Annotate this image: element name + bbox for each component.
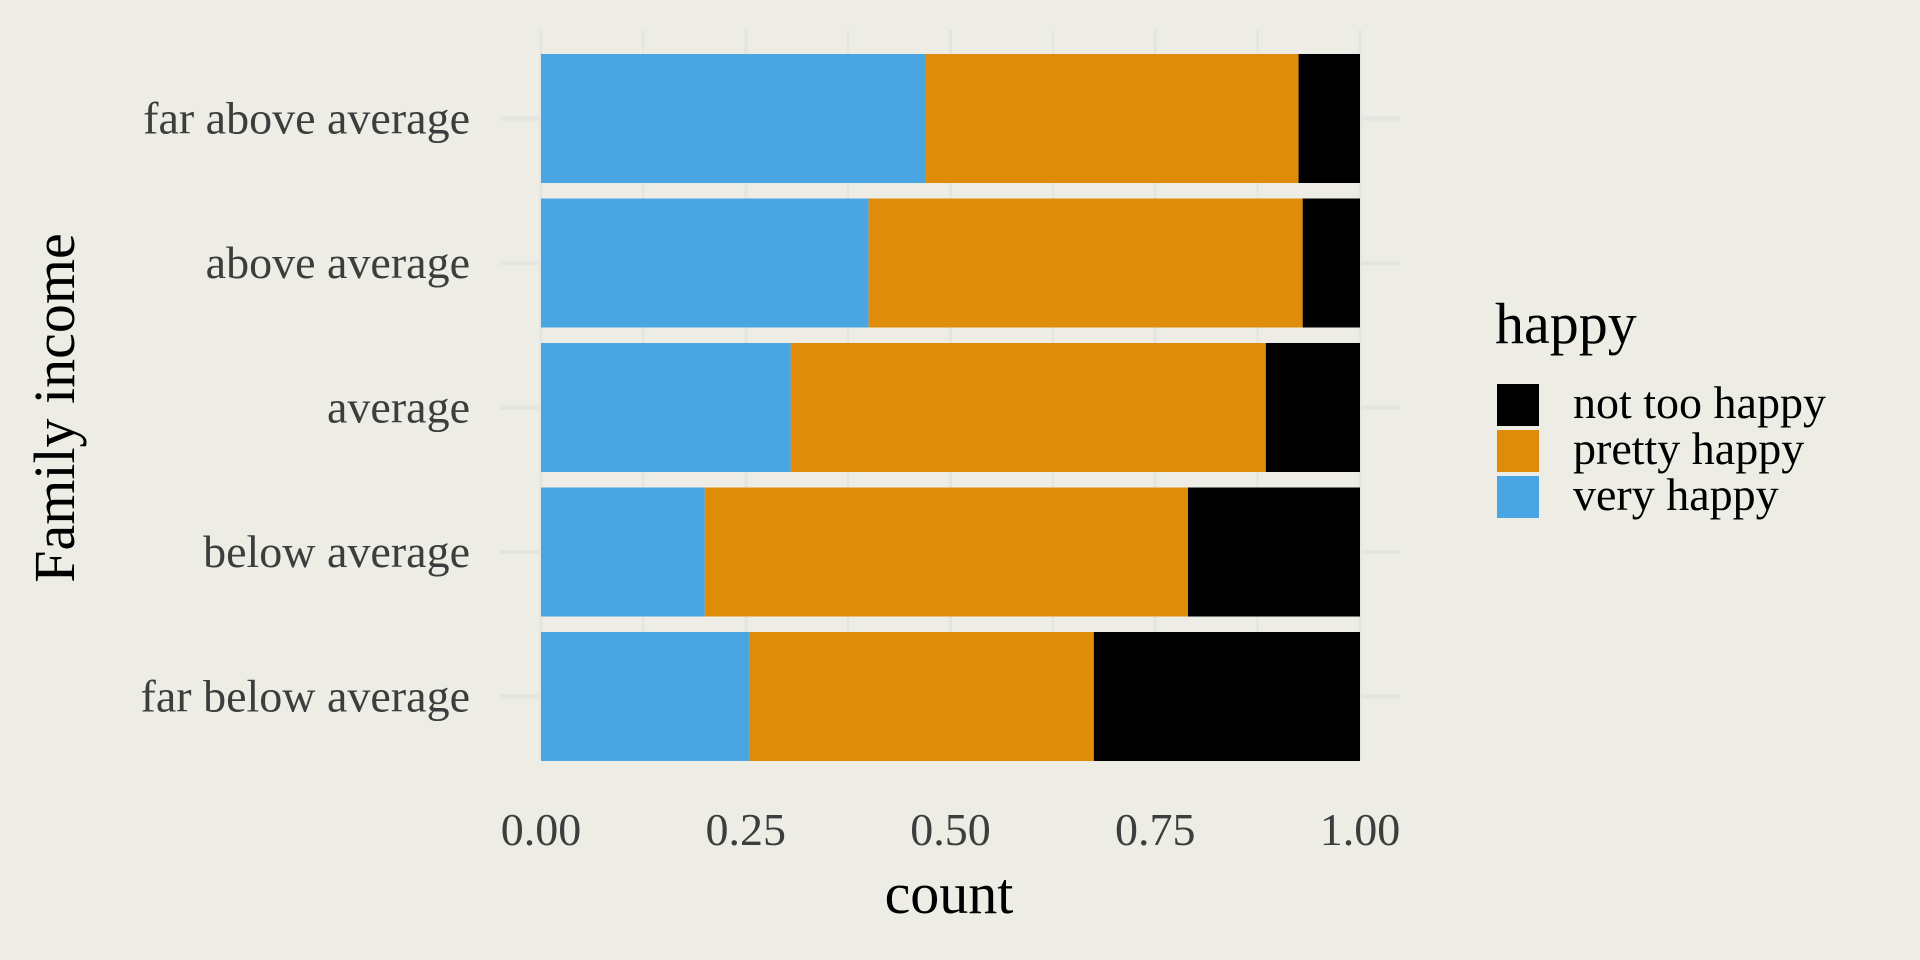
- x-tick-label: 1.00: [1320, 804, 1401, 855]
- legend-key-not-too-happy: [1497, 384, 1539, 426]
- bar-not-too-happy-average: [1265, 343, 1360, 472]
- x-tick-label: 0.50: [910, 804, 991, 855]
- bar-very-happy-far-below-average: [541, 632, 750, 761]
- bars: [541, 54, 1360, 761]
- x-tick-label: 0.75: [1115, 804, 1196, 855]
- bar-pretty-happy-above-average: [868, 198, 1303, 328]
- x-tick-label: 0.25: [706, 804, 787, 855]
- bar-not-too-happy-far-below-average: [1093, 632, 1360, 761]
- y-tick-label: below average: [203, 526, 470, 577]
- bar-very-happy-far-above-average: [541, 54, 926, 183]
- y-tick-label: far below average: [141, 671, 470, 722]
- x-tick-label: 0.00: [501, 804, 582, 855]
- bar-not-too-happy-below-average: [1188, 487, 1360, 617]
- legend-label: pretty happy: [1573, 423, 1804, 474]
- y-axis-title: Family income: [22, 233, 87, 583]
- legend-key-very-happy: [1497, 476, 1539, 518]
- bar-very-happy-average: [541, 343, 791, 472]
- bar-very-happy-above-average: [541, 198, 869, 328]
- bar-pretty-happy-below-average: [704, 487, 1189, 617]
- bar-pretty-happy-far-above-average: [925, 54, 1299, 183]
- legend-key-pretty-happy: [1497, 430, 1539, 472]
- bar-not-too-happy-far-above-average: [1298, 54, 1360, 183]
- bar-not-too-happy-above-average: [1302, 198, 1360, 328]
- legend-label: very happy: [1573, 469, 1779, 520]
- bar-very-happy-below-average: [541, 487, 705, 617]
- y-tick-label: far above average: [143, 93, 470, 144]
- y-tick-labels: far above average above average average bel…: [141, 93, 470, 722]
- x-tick-labels: 0.00 0.25 0.50 0.75 1.00: [501, 804, 1401, 855]
- y-tick-label: average: [327, 382, 470, 433]
- legend-title: happy: [1495, 291, 1637, 356]
- x-axis-title: count: [885, 861, 1014, 926]
- y-tick-label: above average: [206, 237, 470, 288]
- legend-label: not too happy: [1573, 377, 1826, 428]
- bar-pretty-happy-far-below-average: [749, 632, 1094, 761]
- bar-pretty-happy-average: [790, 343, 1266, 472]
